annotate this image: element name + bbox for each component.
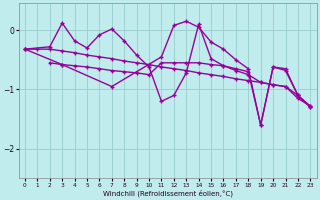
X-axis label: Windchill (Refroidissement éolien,°C): Windchill (Refroidissement éolien,°C) (103, 189, 233, 197)
